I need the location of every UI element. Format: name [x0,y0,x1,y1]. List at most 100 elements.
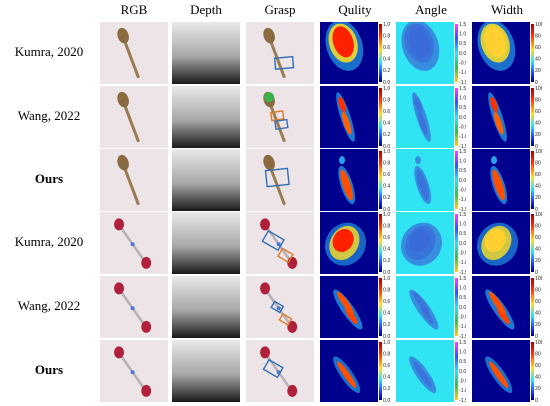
angle-map-blob [409,356,437,394]
quality-map: 1.0 0.8 0.6 0.4 0.2 0.0 [320,276,390,338]
rgb-image [100,340,168,402]
brush-object [114,346,152,397]
colorbar-tick-label: 100 [535,149,542,155]
colorbar-tick-label: 100 [535,212,542,218]
rgb-image [100,22,168,84]
colorbar-tick-label: 1.0 [459,349,466,355]
colorbar-tick-label: 0.0 [383,207,390,211]
colorbar-tick-label: 0 [535,398,538,402]
colorbar-tick-label: 80 [535,223,541,229]
colorbar-tick-label: -0.5 [459,314,466,320]
colorbar-tick-label: 0.4 [383,121,390,127]
grasp-box [261,229,285,252]
rgb-image [100,276,168,338]
colorbar [455,151,458,209]
grasp-box [264,167,290,188]
width-map-blob [488,92,507,142]
depth-image [172,22,240,84]
grasp-image [246,86,314,148]
colorbar-tick-label: 40 [535,184,541,190]
colorbar-tick-label: 1.0 [459,95,466,101]
colorbar-tick-label: 100 [535,340,542,346]
column-header-grasp: Grasp [264,2,296,17]
colorbar-tick-label: 0.5 [459,359,466,365]
colorbar-tick-label: 1.5 [459,22,466,28]
angle-map: 1.5 1.0 0.5 0.0 -0.5 -1.0 -1.5 [396,86,466,148]
width-map-blob [477,222,519,266]
width-map: 100 80 60 40 20 0 [472,276,542,338]
colorbar-tick-label: 20 [535,68,541,74]
row-label: Kumra, 2020 [14,234,84,249]
angle-map-blob [412,92,431,142]
colorbar-tick-label: -0.5 [459,378,466,384]
colorbar-tick-label: 1.5 [459,276,466,282]
width-map: 100 80 60 40 20 0 [472,22,542,84]
colorbar-tick-label: 0.2 [383,68,390,74]
colorbar [379,24,382,82]
colorbar-tick-label: 40 [535,121,541,127]
colorbar-tick-label: 0.4 [383,184,390,190]
colorbar-tick-label: 0.5 [459,41,466,47]
colorbar-tick-label: 0.6 [383,109,390,115]
angle-map: 1.5 1.0 0.5 0.0 -0.5 -1.0 -1.5 [396,22,466,84]
colorbar [379,342,382,400]
row-label: Ours [34,362,64,377]
colorbar-tick-label: -0.5 [459,250,466,256]
depth-image [172,149,240,211]
grasp-image [246,22,314,84]
colorbar-tick-label: 80 [535,287,541,293]
colorbar-tick-label: 100 [535,276,542,282]
colorbar-tick-label: 40 [535,247,541,253]
brush-object [114,218,152,269]
width-map-blob [485,356,513,394]
colorbar-tick-label: -1.0 [459,70,466,76]
colorbar [379,88,382,146]
angle-map: 1.5 1.0 0.5 0.0 -0.5 -1.0 -1.5 [396,340,466,402]
colorbar-tick-label: 0.8 [383,97,390,103]
colorbar-tick-label: 20 [535,386,541,392]
colorbar-tick-label: -1.0 [459,324,466,330]
colorbar-tick-label: -1.5 [459,144,466,148]
depth-image [172,86,240,148]
colorbar-tick-label: 0.0 [459,51,466,57]
quality-map-blob [336,92,355,142]
colorbar-tick-label: 20 [535,258,541,264]
brush-object [260,282,298,333]
colorbar-tick-label: 0.2 [383,132,390,138]
colorbar-tick-label: 1.5 [459,212,466,218]
rgb-image [100,212,168,274]
colorbar-tick-label: 1.5 [459,86,466,92]
grasp-box [270,300,285,314]
colorbar-tick-label: -0.5 [459,60,466,66]
colorbar-tick-label: 60 [535,235,541,241]
colorbar-tick-label: 40 [535,57,541,63]
colorbar-tick-label: 20 [535,195,541,201]
colorbar-tick-label: 80 [535,160,541,166]
angle-map-blob [401,22,440,71]
colorbar-tick-label: 0.5 [459,231,466,237]
colorbar-tick-label: -0.5 [459,187,466,193]
colorbar-tick-label: 40 [535,311,541,317]
colorbar [531,278,534,336]
colorbar-tick-label: 0.8 [383,287,390,293]
column-header-quality: Qulity [338,2,372,17]
colorbar [455,214,458,272]
grasp-box [278,312,293,326]
colorbar [455,278,458,336]
quality-map: 1.0 0.8 0.6 0.4 0.2 0.0 [320,212,390,274]
rgb-image [100,86,168,148]
colorbar-tick-label: 100 [535,86,542,92]
quality-map: 1.0 0.8 0.6 0.4 0.2 0.0 [320,149,390,211]
colorbar-tick-label: 0 [535,80,538,84]
colorbar-tick-label: 0.0 [383,270,390,274]
colorbar-tick-label: 0.0 [383,334,390,338]
colorbar [379,151,382,209]
colorbar-tick-label: 0.6 [383,299,390,305]
width-map-blob [490,156,508,205]
colorbar-tick-label: 1.0 [459,221,466,227]
colorbar-tick-label: 0.8 [383,223,390,229]
colorbar [455,342,458,400]
colorbar-tick-label: 1.0 [383,276,390,282]
colorbar-tick-label: 1.0 [383,340,390,346]
colorbar-tick-label: 1.0 [383,86,390,92]
